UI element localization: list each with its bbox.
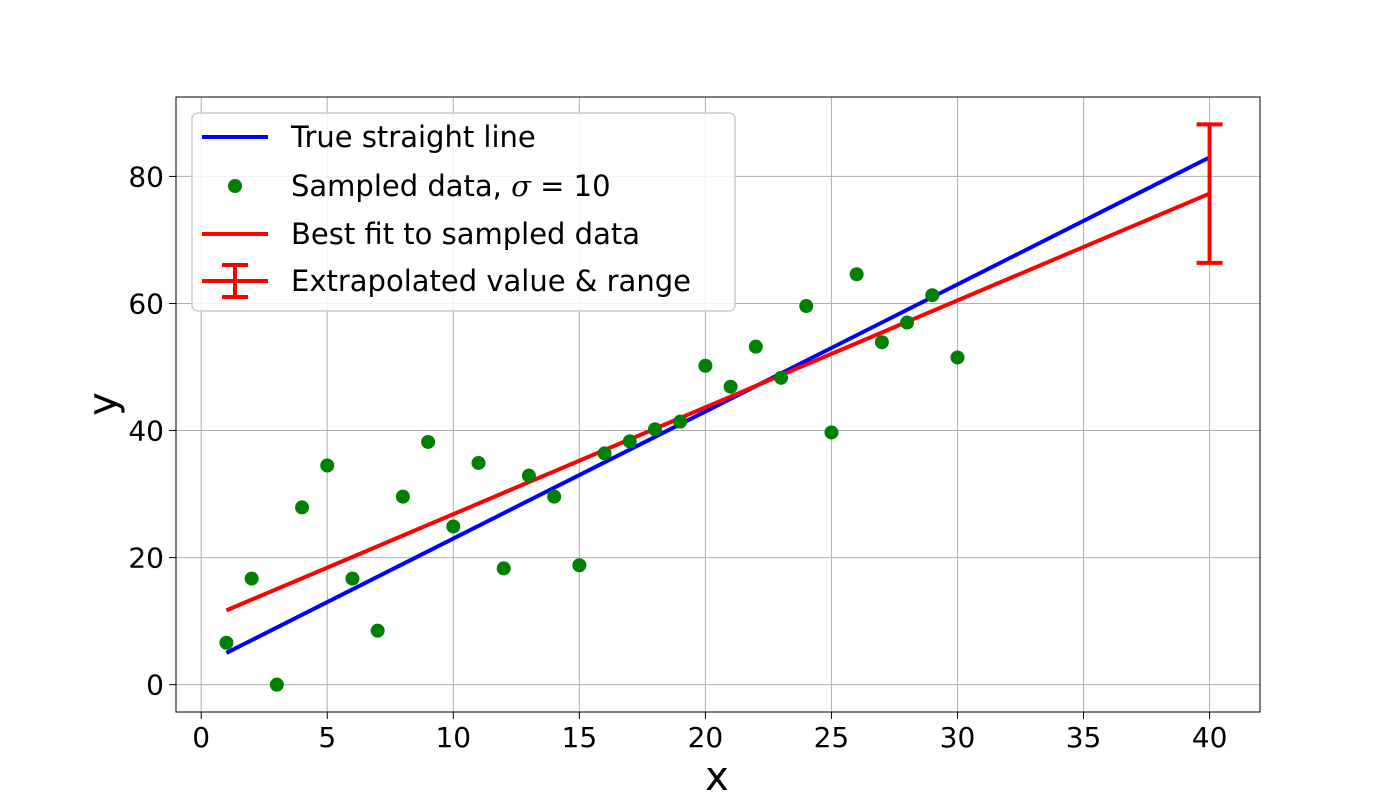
x-tick-label: 5 bbox=[318, 721, 336, 754]
sampled-data-point bbox=[269, 677, 284, 692]
sampled-data-point bbox=[900, 315, 915, 330]
sampled-data-point bbox=[496, 561, 511, 576]
y-tick-label: 0 bbox=[146, 669, 164, 702]
legend-sampled-eq: = 10 bbox=[531, 169, 611, 203]
x-tick-label: 35 bbox=[1066, 721, 1102, 754]
sampled-data-point bbox=[345, 571, 360, 586]
best-fit-line bbox=[225, 191, 1211, 613]
sampled-data-point bbox=[597, 446, 612, 461]
legend-sampled-prefix: Sampled data, bbox=[291, 169, 511, 203]
sampled-data-point bbox=[547, 489, 562, 504]
legend: True straight line Sampled data, σ = 10 … bbox=[191, 112, 736, 312]
legend-fit-label: Best fit to sampled data bbox=[291, 217, 640, 251]
sampled-data-point bbox=[395, 489, 410, 504]
legend-sampled-sigma: σ bbox=[511, 169, 532, 203]
sampled-data-point bbox=[698, 358, 713, 373]
sampled-data-point bbox=[622, 434, 637, 449]
x-tick-label: 15 bbox=[562, 721, 598, 754]
sampled-data-point bbox=[874, 335, 889, 350]
sampled-data-point bbox=[471, 455, 486, 470]
x-tick-label: 40 bbox=[1192, 721, 1228, 754]
y-axis-ticks: 0 20 40 60 80 bbox=[128, 160, 176, 702]
sampled-data-point bbox=[219, 635, 234, 650]
sampled-data-point bbox=[925, 288, 940, 303]
sampled-data-point bbox=[647, 422, 662, 437]
x-tick-label: 10 bbox=[435, 721, 471, 754]
sampled-data-point bbox=[723, 379, 738, 394]
sampled-data-point bbox=[370, 623, 385, 638]
sampled-data-point bbox=[824, 425, 839, 440]
sampled-data-point bbox=[799, 299, 814, 314]
x-tick-label: 30 bbox=[940, 721, 976, 754]
extrapolated-errorbar bbox=[1196, 122, 1223, 265]
y-axis-label: y bbox=[80, 392, 126, 416]
legend-extrapolated-label: Extrapolated value & range bbox=[291, 264, 691, 298]
plot-frame bbox=[175, 96, 1261, 713]
x-axis-ticks: 0 5 10 15 20 25 30 35 40 bbox=[192, 712, 1227, 754]
x-axis-label: x bbox=[705, 754, 729, 800]
legend-true-line-label: True straight line bbox=[290, 120, 536, 154]
legend-extrapolated-swatch bbox=[202, 263, 268, 299]
true-line bbox=[225, 155, 1211, 655]
sampled-data-point bbox=[572, 558, 587, 573]
sampled-data-point bbox=[521, 468, 536, 483]
sampled-data-point bbox=[421, 434, 436, 449]
sampled-data-point bbox=[849, 267, 864, 282]
sampled-data-point bbox=[673, 414, 688, 429]
y-tick-label: 20 bbox=[128, 542, 164, 575]
plot-series bbox=[219, 122, 1223, 692]
sampled-data-point bbox=[950, 350, 965, 365]
sampled-data-point bbox=[446, 519, 461, 534]
sampled-data-point bbox=[320, 458, 335, 473]
legend-sampled-swatch bbox=[228, 179, 242, 193]
y-tick-label: 80 bbox=[128, 160, 164, 193]
y-tick-label: 40 bbox=[128, 415, 164, 448]
legend-sampled-label: Sampled data, σ = 10 bbox=[291, 169, 611, 203]
legend-box bbox=[191, 112, 736, 312]
sampled-data-point bbox=[774, 370, 789, 385]
x-tick-label: 20 bbox=[688, 721, 724, 754]
x-tick-label: 0 bbox=[192, 721, 210, 754]
y-tick-label: 60 bbox=[128, 287, 164, 320]
sampled-data-point bbox=[244, 571, 259, 586]
x-tick-label: 25 bbox=[814, 721, 850, 754]
sampled-data-point bbox=[748, 339, 763, 354]
sampled-data-point bbox=[295, 500, 310, 515]
